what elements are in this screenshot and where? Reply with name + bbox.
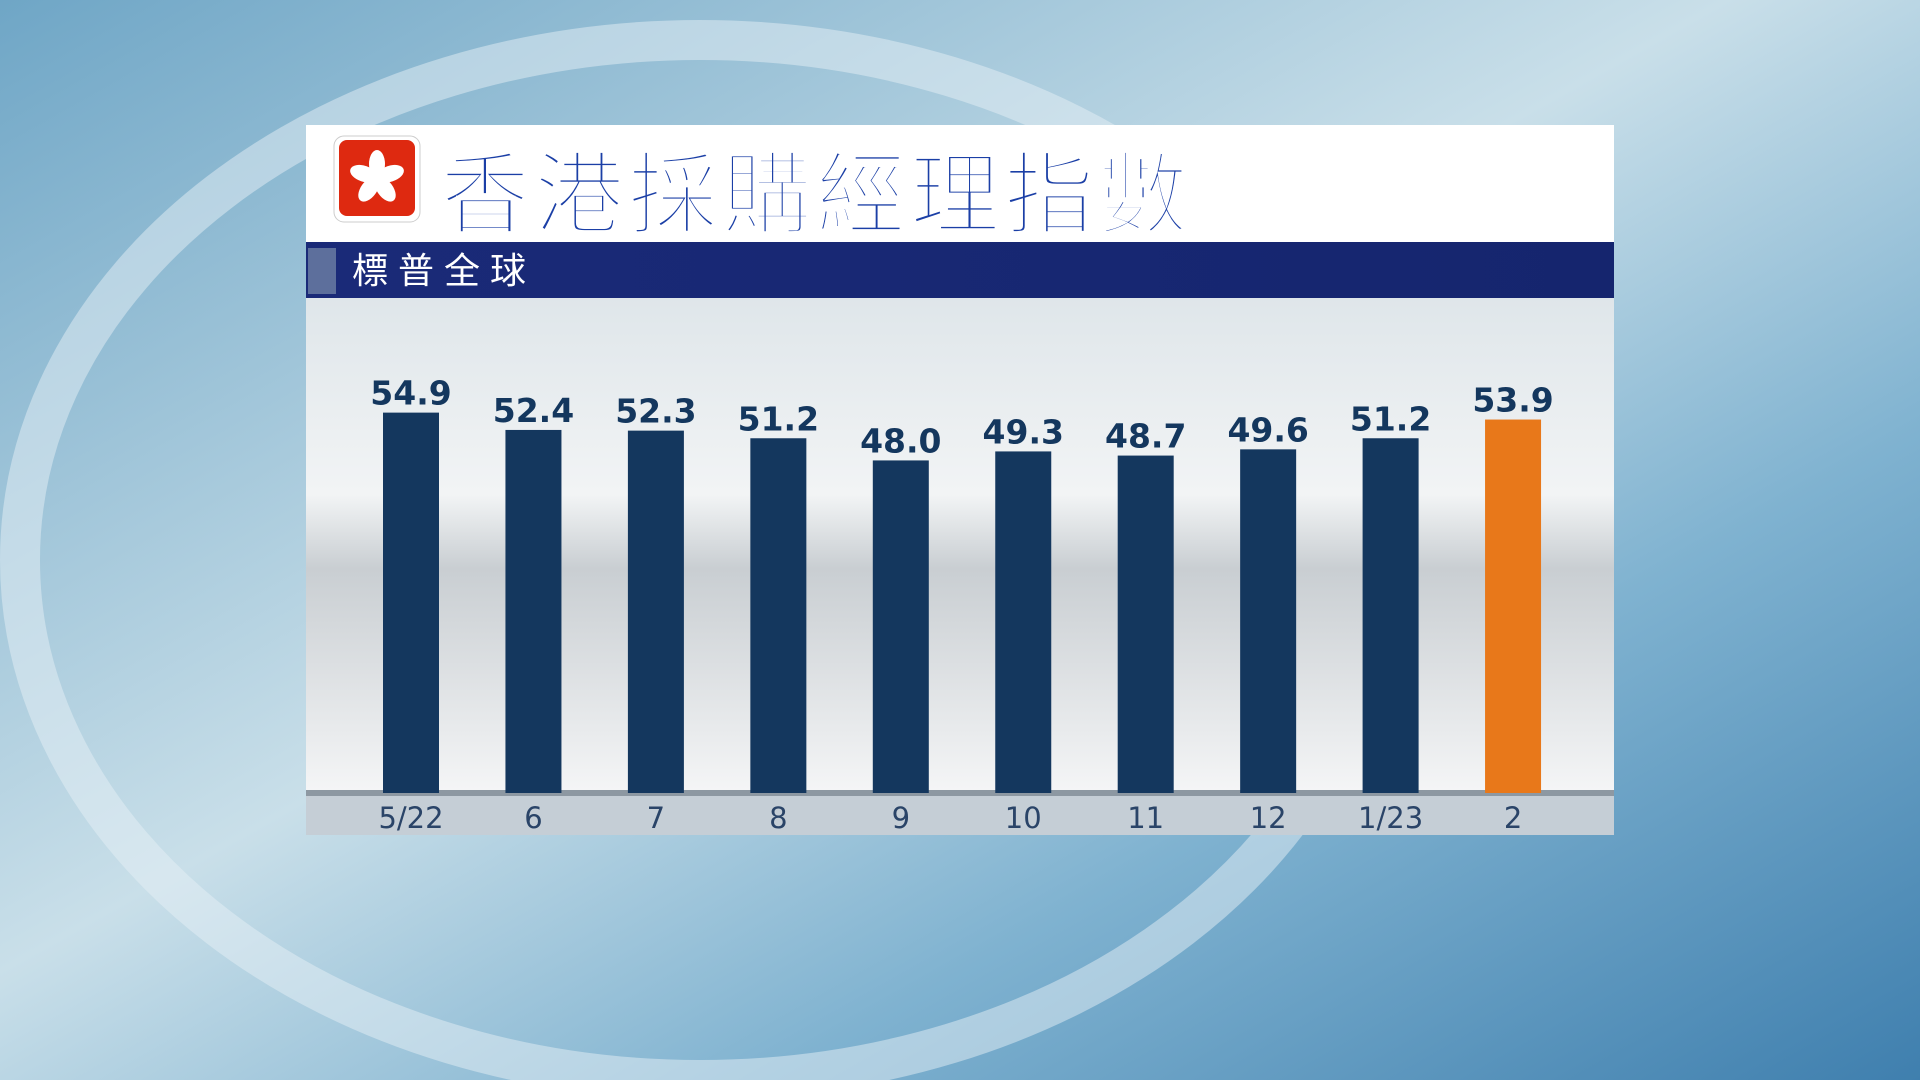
bar (1485, 419, 1542, 793)
flag-icon (333, 135, 421, 223)
data-label: 52.3 (615, 392, 696, 431)
title-bar (306, 125, 1614, 242)
axis-strip (306, 790, 1614, 835)
bar (383, 412, 439, 793)
bar (1117, 455, 1174, 793)
bar (1362, 438, 1419, 793)
bar (1240, 449, 1297, 793)
data-label: 48.7 (1105, 417, 1186, 456)
data-label: 52.4 (493, 391, 574, 430)
data-label: 48.0 (860, 421, 941, 460)
data-label: 49.6 (1227, 410, 1308, 449)
x-tick-label: 10 (1005, 801, 1042, 835)
bar (750, 438, 807, 793)
x-tick-label: 7 (647, 801, 665, 835)
bar (505, 429, 562, 793)
subtitle-band (306, 242, 1614, 298)
x-tick-label: 6 (524, 801, 542, 835)
bar (627, 430, 684, 793)
x-tick-label: 11 (1127, 801, 1164, 835)
data-label: 49.3 (983, 412, 1064, 451)
data-label: 51.2 (1350, 399, 1431, 438)
bar (995, 451, 1052, 793)
x-tick-label: 2 (1504, 801, 1522, 835)
band-accent (308, 248, 336, 294)
data-label: 53.9 (1472, 381, 1553, 420)
chart-subtitle: 標普全球 (352, 251, 536, 292)
chart-title: 香港採購經理指數 (440, 143, 1192, 248)
bar (872, 460, 929, 793)
x-tick-label: 8 (769, 801, 787, 835)
data-label: 54.9 (370, 374, 451, 413)
x-tick-label: 9 (892, 801, 910, 835)
baseline (306, 790, 1614, 796)
x-tick-label: 5/22 (378, 801, 443, 835)
data-label: 51.2 (738, 399, 819, 438)
x-tick-label: 12 (1250, 801, 1287, 835)
x-tick-label: 1/23 (1358, 801, 1423, 835)
